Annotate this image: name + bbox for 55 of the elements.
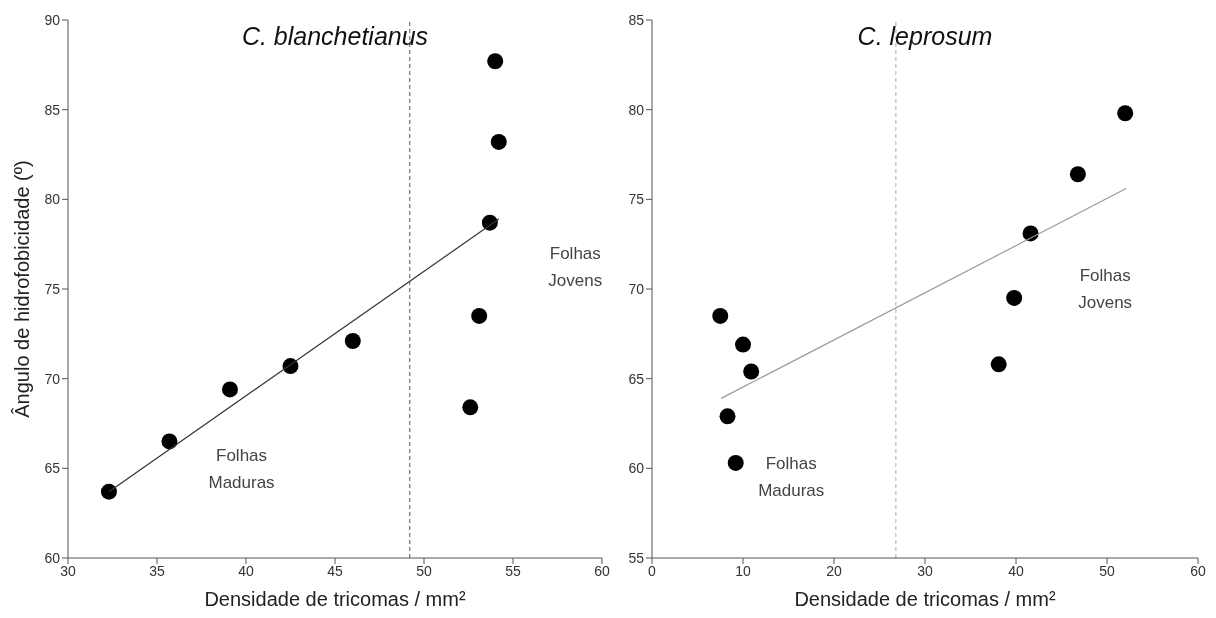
x-tick-label: 60 bbox=[1190, 562, 1206, 579]
point bbox=[1117, 105, 1134, 122]
x-tick-label: 0 bbox=[648, 562, 657, 579]
x-tick-label: 50 bbox=[416, 562, 432, 579]
x-tick-label: 50 bbox=[1099, 562, 1115, 579]
x-axis-title: Densidade de tricomas / mm² bbox=[204, 588, 466, 610]
y-tick-label: 85 bbox=[628, 11, 645, 28]
y-tick-label: 70 bbox=[44, 370, 61, 387]
point bbox=[462, 399, 479, 416]
x-tick-label: 35 bbox=[149, 562, 165, 579]
y-tick-label: 90 bbox=[44, 11, 61, 28]
point bbox=[481, 214, 498, 231]
x-tick-label: 30 bbox=[60, 562, 76, 579]
x-axis-title: Densidade de tricomas / mm² bbox=[794, 588, 1056, 610]
annotation: Folhas Maduras bbox=[758, 453, 825, 503]
x-tick-label: 30 bbox=[917, 562, 933, 579]
point bbox=[1069, 166, 1086, 183]
chart-title: C. leprosum bbox=[856, 22, 994, 51]
point bbox=[719, 408, 736, 425]
y-tick-label: 55 bbox=[628, 549, 645, 566]
y-tick-label: 65 bbox=[628, 370, 645, 387]
y-tick-label: 75 bbox=[628, 191, 645, 208]
y-tick-label: 85 bbox=[44, 101, 61, 118]
point bbox=[344, 333, 361, 350]
chart-title: C. blanchetianus bbox=[240, 22, 430, 51]
x-tick-label: 60 bbox=[594, 562, 610, 579]
x-tick-label: 10 bbox=[735, 562, 751, 579]
point bbox=[487, 53, 504, 70]
x-tick-label: 40 bbox=[238, 562, 254, 579]
point bbox=[471, 307, 488, 324]
y-tick-label: 60 bbox=[44, 549, 61, 566]
x-tick-label: 20 bbox=[826, 562, 842, 579]
point bbox=[712, 307, 729, 324]
y-tick-label: 80 bbox=[628, 101, 645, 118]
annotation: Folhas Jovens bbox=[1078, 265, 1133, 314]
annotation: Folhas Maduras bbox=[208, 445, 275, 495]
point bbox=[735, 336, 751, 353]
annotation: Folhas Jovens bbox=[548, 243, 603, 293]
point bbox=[161, 433, 178, 450]
point bbox=[490, 133, 507, 150]
point bbox=[743, 363, 760, 380]
y-tick-label: 65 bbox=[44, 460, 61, 477]
point bbox=[100, 483, 117, 500]
point bbox=[221, 381, 238, 398]
x-tick-label: 55 bbox=[505, 562, 521, 579]
y-tick-label: 70 bbox=[628, 280, 645, 297]
y-axis-title: Ângulo de hidrofobicidade (º) bbox=[11, 160, 34, 418]
y-tick-label: 75 bbox=[44, 280, 61, 297]
x-tick-label: 45 bbox=[327, 562, 343, 579]
y-tick-label: 60 bbox=[628, 460, 645, 477]
point bbox=[990, 356, 1007, 373]
point bbox=[1006, 289, 1023, 306]
point bbox=[727, 454, 744, 471]
y-tick-label: 80 bbox=[44, 191, 61, 208]
x-tick-label: 40 bbox=[1008, 562, 1024, 579]
